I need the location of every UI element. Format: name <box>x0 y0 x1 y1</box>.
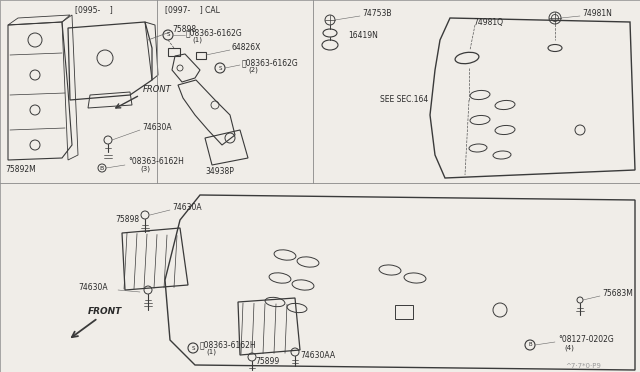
Text: °08127-0202G: °08127-0202G <box>558 336 614 344</box>
Text: 16419N: 16419N <box>348 32 378 41</box>
Text: [0997-    ] CAL: [0997- ] CAL <box>165 6 220 15</box>
Text: (2): (2) <box>248 67 258 73</box>
Bar <box>196 52 206 59</box>
Text: S: S <box>191 346 195 350</box>
Text: (4): (4) <box>564 345 574 351</box>
Text: ^7·7*0·P9: ^7·7*0·P9 <box>565 363 601 369</box>
Text: B: B <box>100 166 104 170</box>
Text: 74630A: 74630A <box>78 283 108 292</box>
Text: 75898: 75898 <box>115 215 139 224</box>
Text: (3): (3) <box>140 166 150 172</box>
Text: Ⓜ08363-6162G: Ⓜ08363-6162G <box>242 58 299 67</box>
Text: B: B <box>528 343 532 347</box>
Text: 74630A: 74630A <box>142 124 172 132</box>
Text: 75892M: 75892M <box>5 166 36 174</box>
Text: FRONT: FRONT <box>88 308 122 317</box>
Text: 75899: 75899 <box>255 357 279 366</box>
Text: 75683M: 75683M <box>602 289 633 298</box>
Text: °08363-6162H: °08363-6162H <box>128 157 184 166</box>
Text: 74981Q: 74981Q <box>473 17 503 26</box>
Text: 74981N: 74981N <box>582 10 612 19</box>
Text: [0995-    ]: [0995- ] <box>75 6 113 15</box>
Bar <box>395 305 413 319</box>
Text: 75898: 75898 <box>172 26 196 35</box>
Text: SEE SEC.164: SEE SEC.164 <box>380 96 428 105</box>
Text: 74753B: 74753B <box>362 10 392 19</box>
Text: 74630AA: 74630AA <box>300 350 335 359</box>
Text: Ⓜ08363-6162H: Ⓜ08363-6162H <box>200 340 257 350</box>
Text: FRONT: FRONT <box>143 86 172 94</box>
Text: S: S <box>166 32 170 38</box>
Text: 64826X: 64826X <box>232 44 261 52</box>
Text: 34938P: 34938P <box>205 167 234 176</box>
Bar <box>168 48 180 56</box>
Text: 74630A: 74630A <box>172 203 202 212</box>
Text: (1): (1) <box>192 37 202 43</box>
Text: (1): (1) <box>206 349 216 355</box>
Text: S: S <box>218 65 221 71</box>
Text: Ⓜ08363-6162G: Ⓜ08363-6162G <box>186 29 243 38</box>
